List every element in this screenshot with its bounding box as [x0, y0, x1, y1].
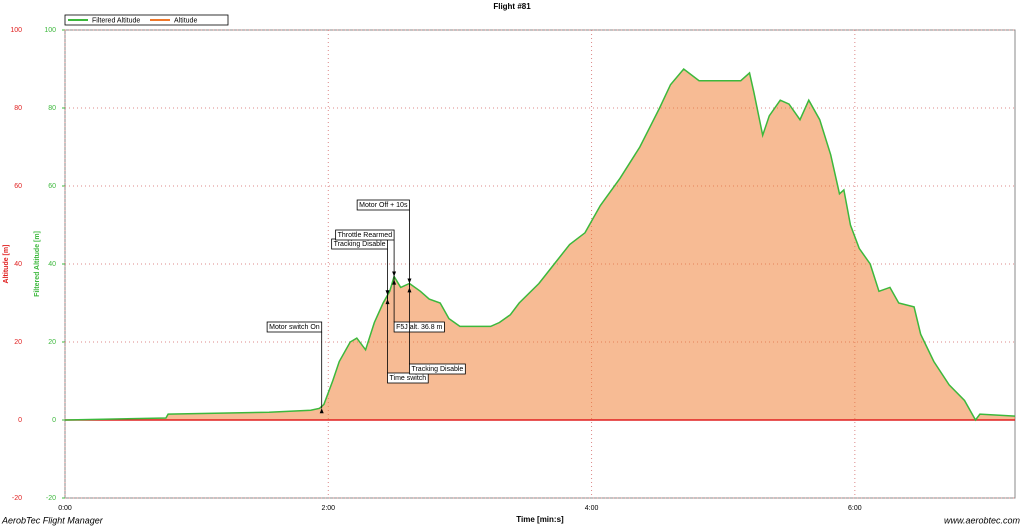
legend-label: Filtered Altitude — [92, 17, 140, 24]
annotation-box — [356, 199, 410, 211]
footer-left: AerobTec Flight Manager — [1, 515, 104, 525]
y2-tick-label: 0 — [52, 417, 56, 424]
y2-tick-label: 20 — [48, 339, 56, 346]
plot-area — [64, 29, 1016, 499]
y2-tick-label: 60 — [48, 183, 56, 190]
annotation-label: F5J alt. 36.8 m — [396, 324, 442, 331]
annotation: Motor switch On — [266, 321, 324, 414]
y-tick-label: 80 — [14, 105, 22, 112]
annotation: F5J alt. 36.8 m — [392, 271, 445, 333]
annotation-box — [393, 321, 445, 333]
annotation-label: Motor Off + 10s — [359, 202, 408, 209]
x-tick-label: 2:00 — [321, 505, 335, 512]
legend-label: Altitude — [174, 17, 197, 24]
altitude-area — [65, 69, 1015, 420]
annotation-label: Throttle Rearmed — [338, 232, 393, 239]
y-tick-label: 100 — [10, 27, 22, 34]
annotation-box — [387, 372, 429, 384]
y2-axis-title: Filtered Altitude [m] — [34, 231, 41, 297]
y-tick-label: 40 — [14, 261, 22, 268]
y-axis-title: Altitude [m] — [3, 245, 10, 284]
annotation-label: Tracking Disable — [334, 241, 386, 248]
annotation-arrowhead — [392, 271, 397, 277]
x-tick-label: 0:00 — [58, 505, 72, 512]
annotation-box — [335, 229, 395, 241]
y2-tick-label: 40 — [48, 261, 56, 268]
annotation-label: Time switch — [390, 375, 427, 382]
y2-tick-label: 100 — [44, 27, 56, 34]
annotation-label: Motor switch On — [269, 324, 320, 331]
annotation-box — [266, 321, 323, 333]
annotation-box — [409, 363, 466, 375]
annotation: Throttle Rearmed — [335, 229, 397, 285]
annotation: Tracking Disable — [407, 278, 466, 375]
y2-tick-label: 80 — [48, 105, 56, 112]
y-tick-label: 0 — [18, 417, 22, 424]
legend-box — [64, 14, 229, 26]
annotation-arrowhead — [407, 278, 412, 284]
annotation-arrowhead — [319, 408, 324, 414]
y2-tick-label: -20 — [46, 495, 56, 502]
annotation: Tracking Disable — [331, 238, 390, 305]
x-tick-label: 4:00 — [585, 505, 599, 512]
x-tick-label: 6:00 — [848, 505, 862, 512]
x-axis-title: Time [min:s] — [516, 515, 564, 524]
y-tick-label: 20 — [14, 339, 22, 346]
y-tick-label: 60 — [14, 183, 22, 190]
y-tick-label: -20 — [12, 495, 22, 502]
annotation-label: Tracking Disable — [411, 366, 463, 373]
annotation: Time switch — [385, 290, 429, 384]
footer-right: www.aerobtec.com — [944, 515, 1021, 525]
chart-title: Flight #81 — [493, 2, 531, 11]
annotation-arrowhead — [385, 290, 390, 296]
filtered-altitude-line — [64, 67, 1016, 422]
